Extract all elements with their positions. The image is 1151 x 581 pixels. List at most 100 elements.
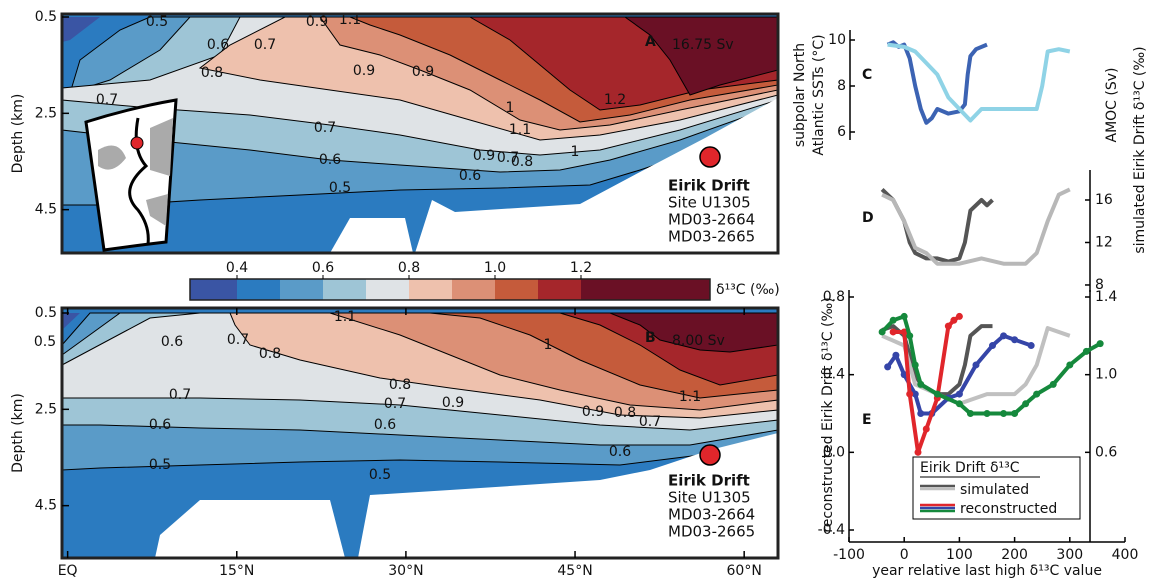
contour-label: 1.2: [604, 92, 626, 108]
series-point: [922, 425, 930, 433]
series-line: [886, 40, 988, 125]
y-tick-label: 1.4: [1095, 289, 1117, 305]
series-line: [881, 326, 1071, 406]
y-tick-label: 0.0: [823, 444, 845, 460]
series-point: [884, 363, 892, 371]
series-point: [889, 316, 897, 324]
series-point: [1096, 340, 1104, 348]
series-point: [911, 390, 919, 398]
seafloor: [358, 433, 778, 558]
x-tick-label: 200: [1001, 547, 1028, 563]
y-axis-title: reconstructed Eirik Drift δ¹³C (‰): [820, 297, 836, 532]
contour-label: 1: [571, 144, 580, 160]
contour-fill: [62, 313, 80, 330]
series-point: [983, 410, 991, 417]
map-site: [130, 136, 144, 150]
contour-label: 0.6: [149, 417, 171, 433]
site-label: MD03-2664: [668, 211, 755, 229]
contour-label: 0.6: [459, 168, 481, 184]
colorbar-title: δ¹³C (‰): [716, 282, 780, 298]
y-tick-label: 8: [837, 78, 846, 94]
contour-label: 0.7: [639, 414, 661, 430]
colorbar-swatch: [190, 279, 237, 300]
series-point: [955, 312, 963, 320]
site-label: Eirik Drift: [668, 472, 750, 490]
contour-label: 0.9: [473, 148, 495, 164]
y-axis-title: subpolar North: [792, 43, 808, 147]
contour-label: 0.5: [34, 334, 56, 350]
site-marker: [699, 146, 721, 168]
series-point: [889, 328, 897, 336]
flow-annotation: 16.75 Sv: [672, 37, 734, 53]
x-tick-label: 45°N: [557, 563, 592, 579]
series-point: [911, 361, 919, 369]
legend-label: simulated: [960, 482, 1029, 498]
contour-label: 0.7: [384, 396, 406, 412]
x-axis-title: year relative last high δ¹³C value: [872, 563, 1102, 579]
contour-label: 1.1: [509, 122, 531, 138]
colorbar-frame: [189, 278, 711, 301]
y-axis-title: AMOC (Sv): [1104, 68, 1120, 143]
legend-title: Eirik Drift δ¹³C: [920, 460, 1020, 476]
panel-b: 0.5 0.6 0.70.81.110.90.70.80.70.6 0.60.50.5…: [10, 305, 780, 579]
series-point: [914, 448, 922, 456]
colorbar-swatch: [366, 279, 409, 300]
contour-label: 0.9: [582, 404, 604, 420]
series-point: [950, 316, 958, 324]
contour-label: 0.9: [353, 63, 375, 79]
series-point: [1049, 380, 1057, 388]
colorbar-swatch: [280, 279, 323, 300]
site-marker: [699, 444, 721, 466]
x-tick-label: -100: [833, 547, 865, 563]
x-tick-label: 300: [1056, 547, 1083, 563]
y-tick-label: 2.5: [35, 401, 57, 417]
y-tick-label: 10: [828, 32, 846, 48]
y-tick-label: 0.4: [823, 367, 845, 383]
colorbar-swatch: [495, 279, 538, 300]
contour-label: 0.9: [412, 64, 434, 80]
series-point: [955, 390, 963, 398]
y-tick-label: 0.5: [35, 9, 57, 25]
contour-label: 1: [506, 100, 515, 116]
panel-frame: [60, 12, 780, 255]
series-point: [900, 328, 908, 336]
series-point: [906, 332, 914, 340]
contour-fill: [62, 17, 100, 42]
colorbar-tick-label: 0.4: [226, 260, 248, 276]
y-tick-label: 0.8: [823, 289, 845, 305]
series-point: [1022, 400, 1030, 408]
series-point: [1027, 342, 1035, 350]
y-tick-label: 2.5: [35, 105, 57, 121]
y-tick-label: 12: [1095, 234, 1113, 250]
colorbar-swatch: [452, 279, 495, 300]
series-point: [972, 361, 980, 369]
map-frame: [84, 98, 178, 252]
contour-label: 0.7: [227, 332, 249, 348]
contour-label: 1.1: [679, 389, 701, 405]
series-point: [966, 410, 974, 417]
series-point: [1000, 332, 1008, 340]
panel-frame: [60, 306, 780, 560]
series-point: [1066, 361, 1074, 369]
contour-label: 0.8: [614, 405, 636, 421]
panel-a: 0.50.60.70.91.10.80.90.911.20.70.60.70.6…: [10, 9, 780, 255]
contour-label: 0.9: [306, 14, 328, 30]
contour-label: 0.7: [96, 92, 118, 108]
seafloor: [330, 218, 413, 253]
series-line: [880, 187, 994, 264]
y-tick-label: 8: [1095, 277, 1104, 293]
series-point: [944, 322, 952, 330]
series-point: [1033, 390, 1041, 398]
contour-label: 0.6: [609, 444, 631, 460]
series-point: [1011, 336, 1019, 344]
y-tick-label: 0.5: [35, 305, 57, 321]
inset-map: [84, 98, 178, 252]
x-tick-label: 15°N: [219, 563, 254, 579]
panel-label: D: [862, 210, 874, 226]
contour-label: 1: [544, 337, 553, 353]
series-line: [881, 187, 1071, 266]
site-label: MD03-2665: [668, 228, 755, 246]
series-point: [917, 410, 925, 417]
site-label: MD03-2664: [668, 506, 755, 524]
